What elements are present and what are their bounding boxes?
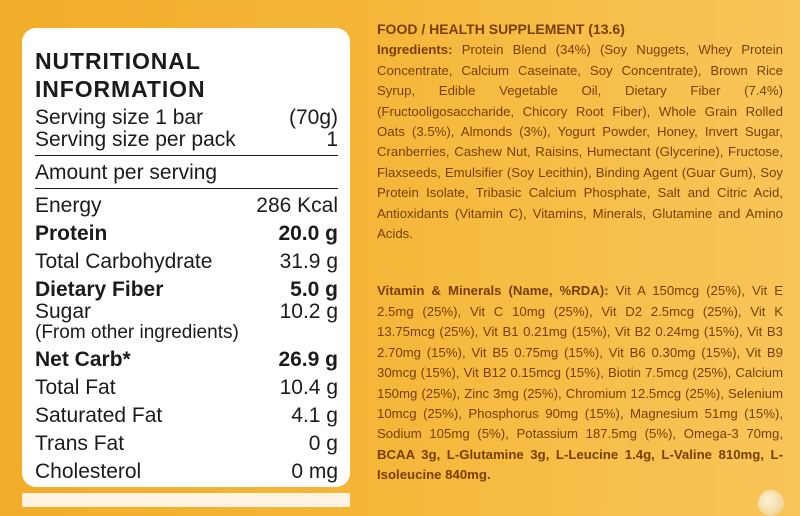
serving-size-row: Serving size 1 bar (70g) <box>35 107 338 129</box>
nutrient-row-total-fat: Total Fat 10.4 g <box>35 377 338 399</box>
nutrient-label: Total Carbohydrate <box>35 250 213 273</box>
nutrient-value: 10.4 g <box>279 376 338 399</box>
amount-per-serving-row: Amount per serving <box>35 162 338 184</box>
nutrient-value: 4.1 g <box>291 404 338 427</box>
nutrient-label: Sugar <box>35 300 92 323</box>
nutrient-label: Protein <box>35 222 108 245</box>
panel-bottom-strip <box>22 493 350 507</box>
nutrient-value: 31.9 g <box>279 250 338 273</box>
servings-per-pack-row: Serving size per pack 1 <box>35 129 338 151</box>
vitamins-paragraph: Vitamin & Minerals (Name, %RDA): Vit A 1… <box>377 281 783 485</box>
ingredients-block: FOOD / HEALTH SUPPLEMENT (13.6) Ingredie… <box>377 19 783 486</box>
decorative-bead <box>758 490 784 516</box>
nutrient-row-net-carb: Net Carb* 26.9 g <box>35 349 338 371</box>
nutrient-label: Dietary Fiber <box>35 278 164 301</box>
nutrient-row-energy: Energy 286 Kcal <box>35 195 338 217</box>
nutrient-value: 0 mg <box>291 460 338 483</box>
nutrient-label: Saturated Fat <box>35 404 163 427</box>
nutrient-value: 20.0 g <box>278 222 338 245</box>
nutrient-row-trans-fat: Trans Fat 0 g <box>35 433 338 455</box>
nutrient-label: Cholesterol <box>35 460 142 483</box>
divider <box>35 155 338 156</box>
ingredients-paragraph: Ingredients: Protein Blend (34%) (Soy Nu… <box>377 40 783 244</box>
nutrient-value: 10.2 g <box>279 300 338 323</box>
nutrient-row-cholesterol: Cholesterol 0 mg <box>35 461 338 483</box>
ingredients-label: Ingredients: <box>377 42 453 58</box>
vitamins-label: Vitamin & Minerals (Name, %RDA): <box>377 283 609 299</box>
serving-size-value: (70g) <box>288 106 338 129</box>
serving-size-label: Serving size 1 bar <box>35 106 204 129</box>
nutrient-row-total-carbohydrate: Total Carbohydrate 31.9 g <box>35 251 338 273</box>
nutrient-label: Net Carb* <box>35 348 131 371</box>
nutrient-label: Energy <box>35 194 102 217</box>
nutrition-panel: NUTRITIONAL INFORMATION Serving size 1 b… <box>22 28 350 487</box>
nutrient-row-sugar-note: (From other ingredients) <box>35 323 338 343</box>
nutrient-note: (From other ingredients) <box>35 322 239 343</box>
nutrient-row-dietary-fiber: Dietary Fiber 5.0 g <box>35 279 338 301</box>
nutrient-row-protein: Protein 20.0 g <box>35 223 338 245</box>
nutrient-row-sugar: Sugar 10.2 g <box>35 301 338 323</box>
nutrient-value: 286 Kcal <box>256 194 338 217</box>
amount-per-serving-label: Amount per serving <box>35 161 218 184</box>
divider <box>35 188 338 189</box>
servings-per-pack-label: Serving size per pack <box>35 128 236 151</box>
supplement-heading: FOOD / HEALTH SUPPLEMENT (13.6) <box>377 21 625 37</box>
nutrition-title: NUTRITIONAL INFORMATION <box>35 48 206 102</box>
nutrient-value: 26.9 g <box>278 348 338 371</box>
nutrient-row-saturated-fat: Saturated Fat 4.1 g <box>35 405 338 427</box>
servings-per-pack-value: 1 <box>326 128 338 151</box>
ingredients-text: Protein Blend (34%) (Soy Nuggets, Whey P… <box>377 42 783 242</box>
nutrient-value: 0 g <box>308 432 338 455</box>
vitamins-bold-tail: BCAA 3g, L-Glutamine 3g, L-Leucine 1.4g,… <box>377 446 783 483</box>
nutrient-value: 5.0 g <box>290 278 338 301</box>
nutrient-label: Total Fat <box>35 376 116 399</box>
vitamins-text: Vit A 150mcg (25%), Vit E 2.5mg (25%), V… <box>377 283 783 442</box>
nutrient-label: Trans Fat <box>35 432 125 455</box>
